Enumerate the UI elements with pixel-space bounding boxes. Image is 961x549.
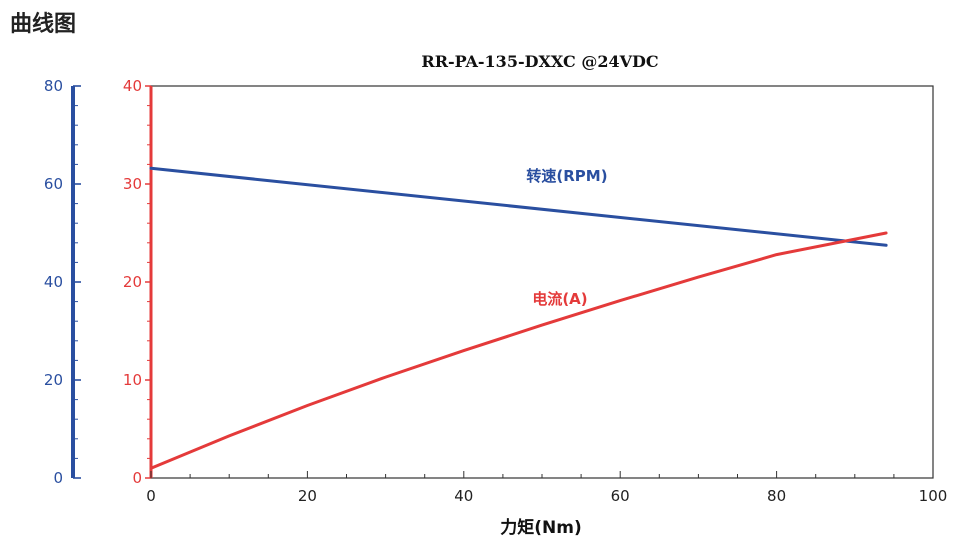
outer-tick-label: 40: [44, 273, 63, 291]
outer-y-axis: 0 20 40 60 80: [44, 77, 81, 487]
inner-tick-label: 40: [123, 77, 142, 95]
inner-tick-label: 10: [123, 371, 142, 389]
inner-tick-label: 0: [132, 469, 142, 487]
x-tick-label: 40: [454, 487, 473, 505]
current-line: [149, 231, 888, 470]
outer-tick-label: 20: [44, 371, 63, 389]
outer-tick-label: 0: [53, 469, 63, 487]
x-tick-label: 60: [611, 487, 630, 505]
outer-tick-label: 80: [44, 77, 63, 95]
x-tick-label: 0: [146, 487, 156, 505]
chart-title: RR-PA-135-DXXC @24VDC: [421, 52, 658, 71]
x-tick-label: 100: [919, 487, 948, 505]
x-axis: 0 20 40 60 80 100: [146, 471, 947, 505]
x-tick-label: 20: [298, 487, 317, 505]
inner-tick-label: 20: [123, 273, 142, 291]
speed-line: [149, 166, 888, 247]
speed-series-label: 转速(RPM): [526, 167, 607, 185]
page-heading: 曲线图: [10, 12, 77, 37]
inner-tick-label: 30: [123, 175, 142, 193]
current-series-label: 电流(A): [532, 290, 587, 308]
x-tick-label: 80: [767, 487, 786, 505]
inner-y-axis: 0 10 20 30 40: [123, 77, 153, 487]
x-axis-label: 力矩(Nm): [500, 517, 581, 538]
series-group: [149, 166, 888, 470]
outer-tick-label: 60: [44, 175, 63, 193]
